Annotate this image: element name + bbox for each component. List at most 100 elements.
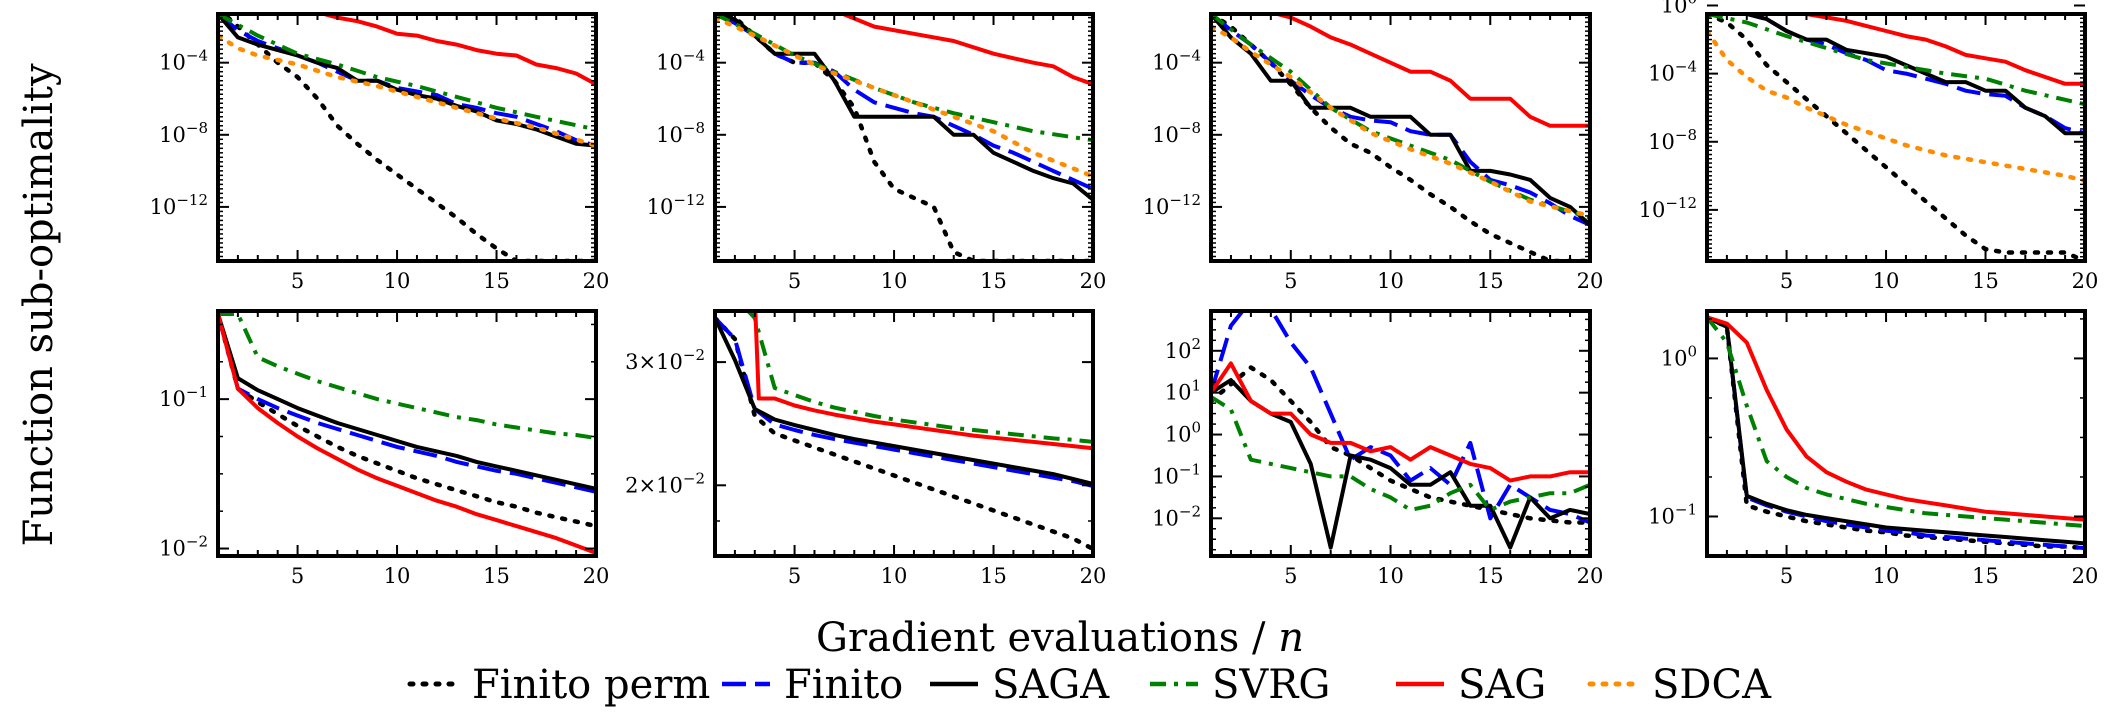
legend-label: SAGA (992, 662, 1110, 708)
legend-label: SAG (1458, 662, 1546, 708)
legend: Finito perm Finito SAGA SVRG SAG SDCA (407, 662, 1772, 708)
x-tick-label: 20 (1080, 564, 1107, 588)
series-line-svrg (1211, 14, 1590, 220)
x-tick-label: 10 (1377, 564, 1404, 588)
y-tick-label: 10−8 (159, 119, 208, 147)
y-tick-label: 10−1 (1648, 500, 1697, 528)
axes-frame (713, 12, 1095, 263)
series-line-sag (837, 14, 1093, 87)
series-line-svrg (1707, 316, 2085, 528)
x-axis-label-var: n (1278, 615, 1304, 661)
y-tick-label: 10−8 (656, 119, 705, 147)
series-group (1707, 14, 2085, 261)
y-tick-label: 10−12 (150, 191, 208, 219)
series-line-finito (218, 313, 596, 494)
series-line-saga (1707, 14, 2085, 136)
panel-row1-col2: 5 10 15 20 10−4 10−8 10−12 (647, 12, 1107, 293)
legend-item-svrg: SVRG (1150, 662, 1330, 708)
x-tick-label: 20 (2072, 564, 2099, 588)
series-line-svrg (1211, 395, 1590, 512)
legend-label: Finito perm (472, 662, 710, 708)
series-group (715, 14, 1093, 261)
series-line-saga (1707, 315, 2085, 546)
x-tick-label: 15 (1477, 564, 1504, 588)
series-line-sdca (218, 33, 596, 148)
x-tick-label: 20 (1080, 269, 1107, 293)
x-tick-label: 15 (980, 269, 1007, 293)
y-tick-label: 3×10−2 (625, 346, 705, 374)
axes-frame (1209, 309, 1592, 558)
legend-item-saga: SAGA (930, 662, 1110, 708)
axes-frame (1705, 309, 2087, 558)
series-line-svrg (1707, 14, 2085, 107)
x-tick-label: 20 (1577, 269, 1604, 293)
series-line-sag (1211, 361, 1590, 483)
series-line-saga (218, 313, 596, 491)
x-tick-label: 20 (583, 269, 610, 293)
series-line-sag (753, 311, 1093, 451)
series-line-saga (715, 317, 1093, 486)
series-line-finito (1211, 14, 1590, 227)
y-tick-label: 10−12 (1143, 191, 1201, 219)
panel-row1-col3: 5 10 15 20 10−4 10−8 10−12 (1143, 12, 1604, 293)
x-tick-label: 5 (1284, 564, 1297, 588)
x-tick-label: 10 (384, 269, 411, 293)
y-tick-label: 101 (1165, 377, 1201, 405)
x-tick-label: 10 (1873, 269, 1900, 293)
series-line-sag (315, 14, 596, 87)
series-line-sdca (1211, 24, 1590, 219)
series-group (218, 311, 596, 555)
legend-item-finito-perm: Finito perm (407, 662, 710, 708)
x-tick-label: 15 (1477, 269, 1504, 293)
series-line-finito-perm (1211, 365, 1590, 525)
y-tick-label: 10−1 (1152, 460, 1201, 488)
x-tick-label: 10 (881, 269, 908, 293)
x-tick-label: 20 (1577, 564, 1604, 588)
series-line-finito (715, 316, 1093, 488)
y-tick-label: 100 (1661, 0, 1697, 17)
series-group (715, 311, 1093, 552)
panel-row2-col3: 5 10 15 20 102 101 100 10−1 10−2 (1152, 309, 1604, 588)
axes-frame (713, 309, 1095, 558)
y-tick-label: 10−8 (1152, 119, 1201, 147)
series-line-svrg (218, 14, 596, 132)
series-line-saga (1211, 378, 1590, 550)
legend-label: Finito (784, 662, 903, 708)
series-line-finito-perm (1211, 14, 1590, 261)
series-line-saga (1211, 14, 1590, 227)
y-tick-label: 2×10−2 (625, 469, 705, 497)
series-group (1707, 315, 2085, 551)
y-tick-label: 100 (1165, 419, 1201, 447)
x-tick-label: 5 (788, 564, 801, 588)
x-tick-label: 15 (1972, 564, 1999, 588)
panel-row2-col4: 5 10 15 20 100 10−1 (1648, 309, 2099, 588)
series-line-saga (715, 14, 1093, 202)
y-tick-label: 10−4 (1648, 58, 1697, 86)
x-tick-label: 5 (291, 269, 304, 293)
y-tick-label: 10−2 (1152, 502, 1201, 530)
axes-frame (216, 309, 598, 558)
x-tick-label: 5 (1284, 269, 1297, 293)
y-tick-label: 100 (1661, 342, 1697, 370)
axes-frame (1209, 12, 1592, 263)
series-group (1211, 14, 1590, 261)
y-tick-label: 10−12 (1639, 194, 1697, 222)
legend-item-sdca: SDCA (1587, 662, 1772, 708)
series-line-svrg (218, 312, 596, 440)
axes-frame (216, 12, 598, 263)
y-tick-label: 10−4 (159, 47, 208, 75)
series-group (218, 14, 596, 261)
y-tick-label: 102 (1165, 335, 1201, 363)
series-group (1211, 311, 1590, 550)
legend-item-sag: SAG (1396, 662, 1546, 708)
x-tick-label: 5 (1780, 269, 1793, 293)
x-tick-label: 15 (1972, 269, 1999, 293)
x-tick-label: 5 (788, 269, 801, 293)
y-tick-label: 10−1 (159, 383, 208, 411)
x-tick-label: 5 (1780, 564, 1793, 588)
series-line-finito-perm (715, 315, 1093, 552)
series-line-finito (1211, 311, 1590, 525)
y-tick-label: 10−2 (159, 533, 208, 561)
axes-frame (1705, 12, 2087, 263)
panel-row1-col1: 5 10 15 20 10−4 10−8 10−12 (150, 12, 610, 293)
